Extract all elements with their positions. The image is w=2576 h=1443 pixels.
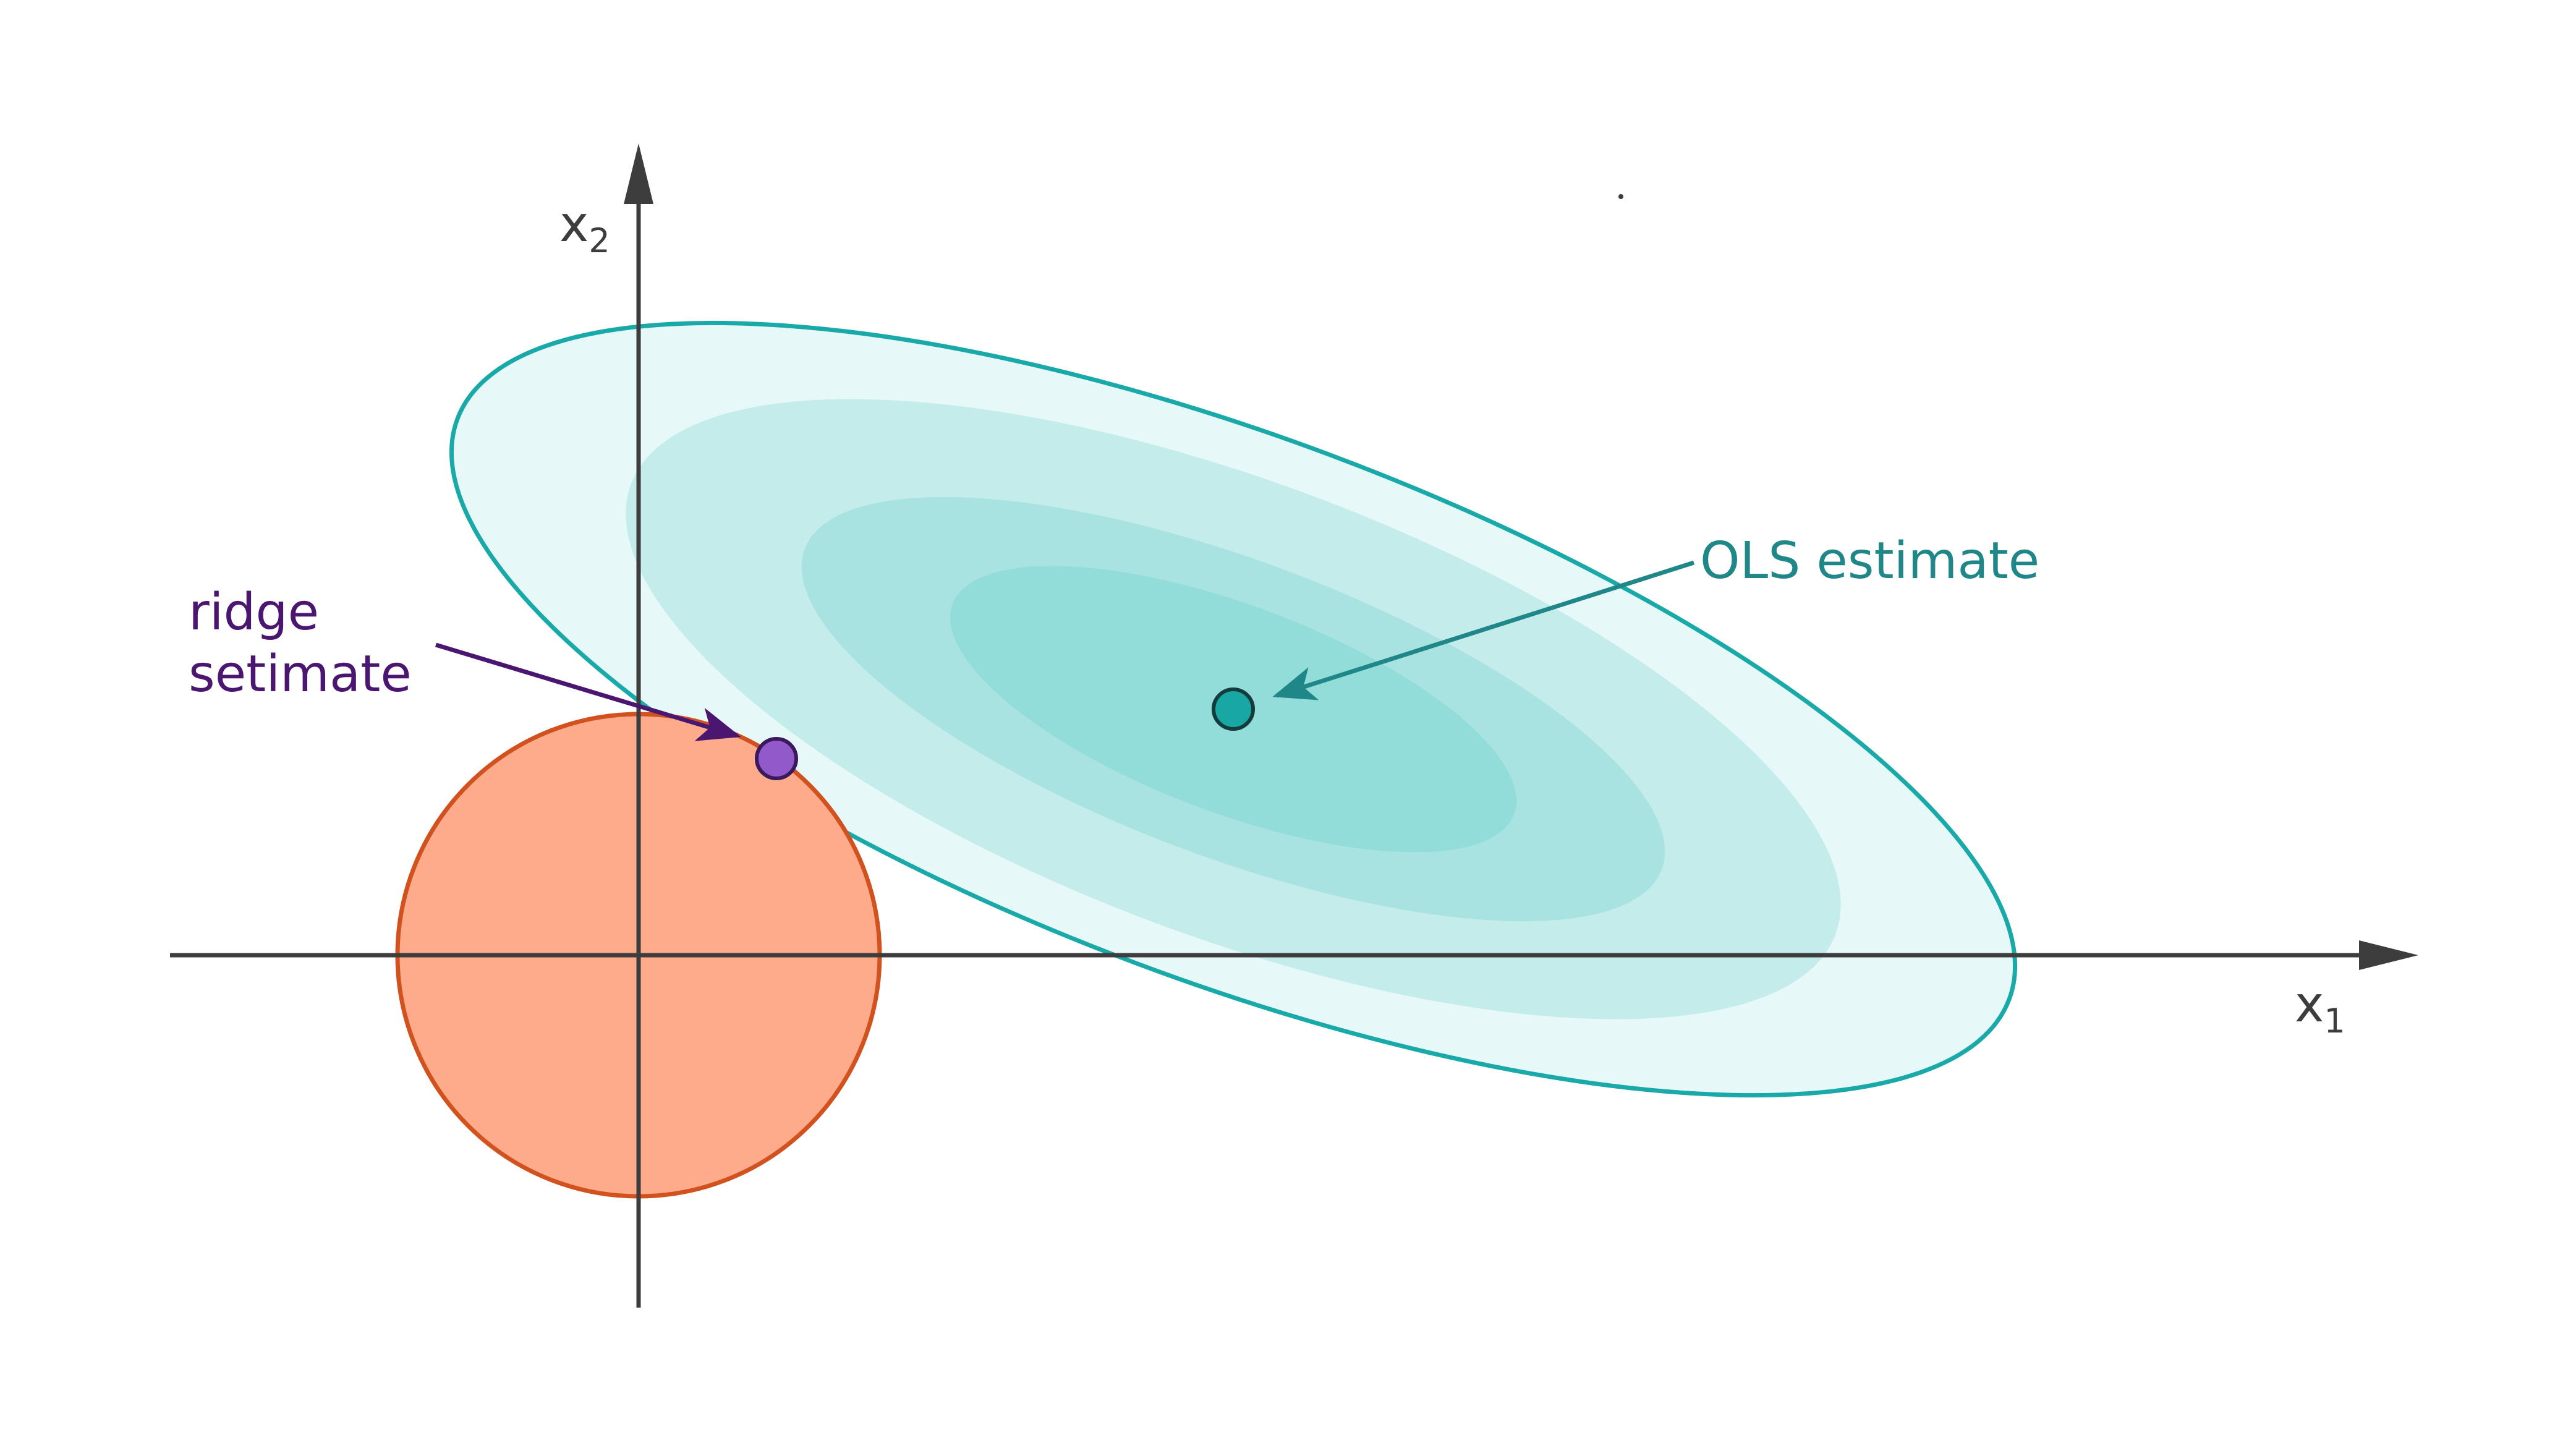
ridge-arrow [435,642,741,741]
ridge-estimate-label-line2: setimate [189,645,412,704]
ridge-estimate-point [755,737,798,780]
x1-axis-label: x1 [2295,976,2345,1041]
y-axis-arrowhead [624,143,653,204]
ridge-estimate-label-line1: ridge [189,583,319,642]
x2-axis-label: x2 [559,195,610,260]
ols-estimate-label: OLS estimate [1700,532,2039,590]
ols-estimate-point [1212,687,1255,731]
stray-dot [1618,194,1623,199]
x-axis-arrowhead [2359,940,2418,970]
ols-arrow [1272,560,1695,700]
